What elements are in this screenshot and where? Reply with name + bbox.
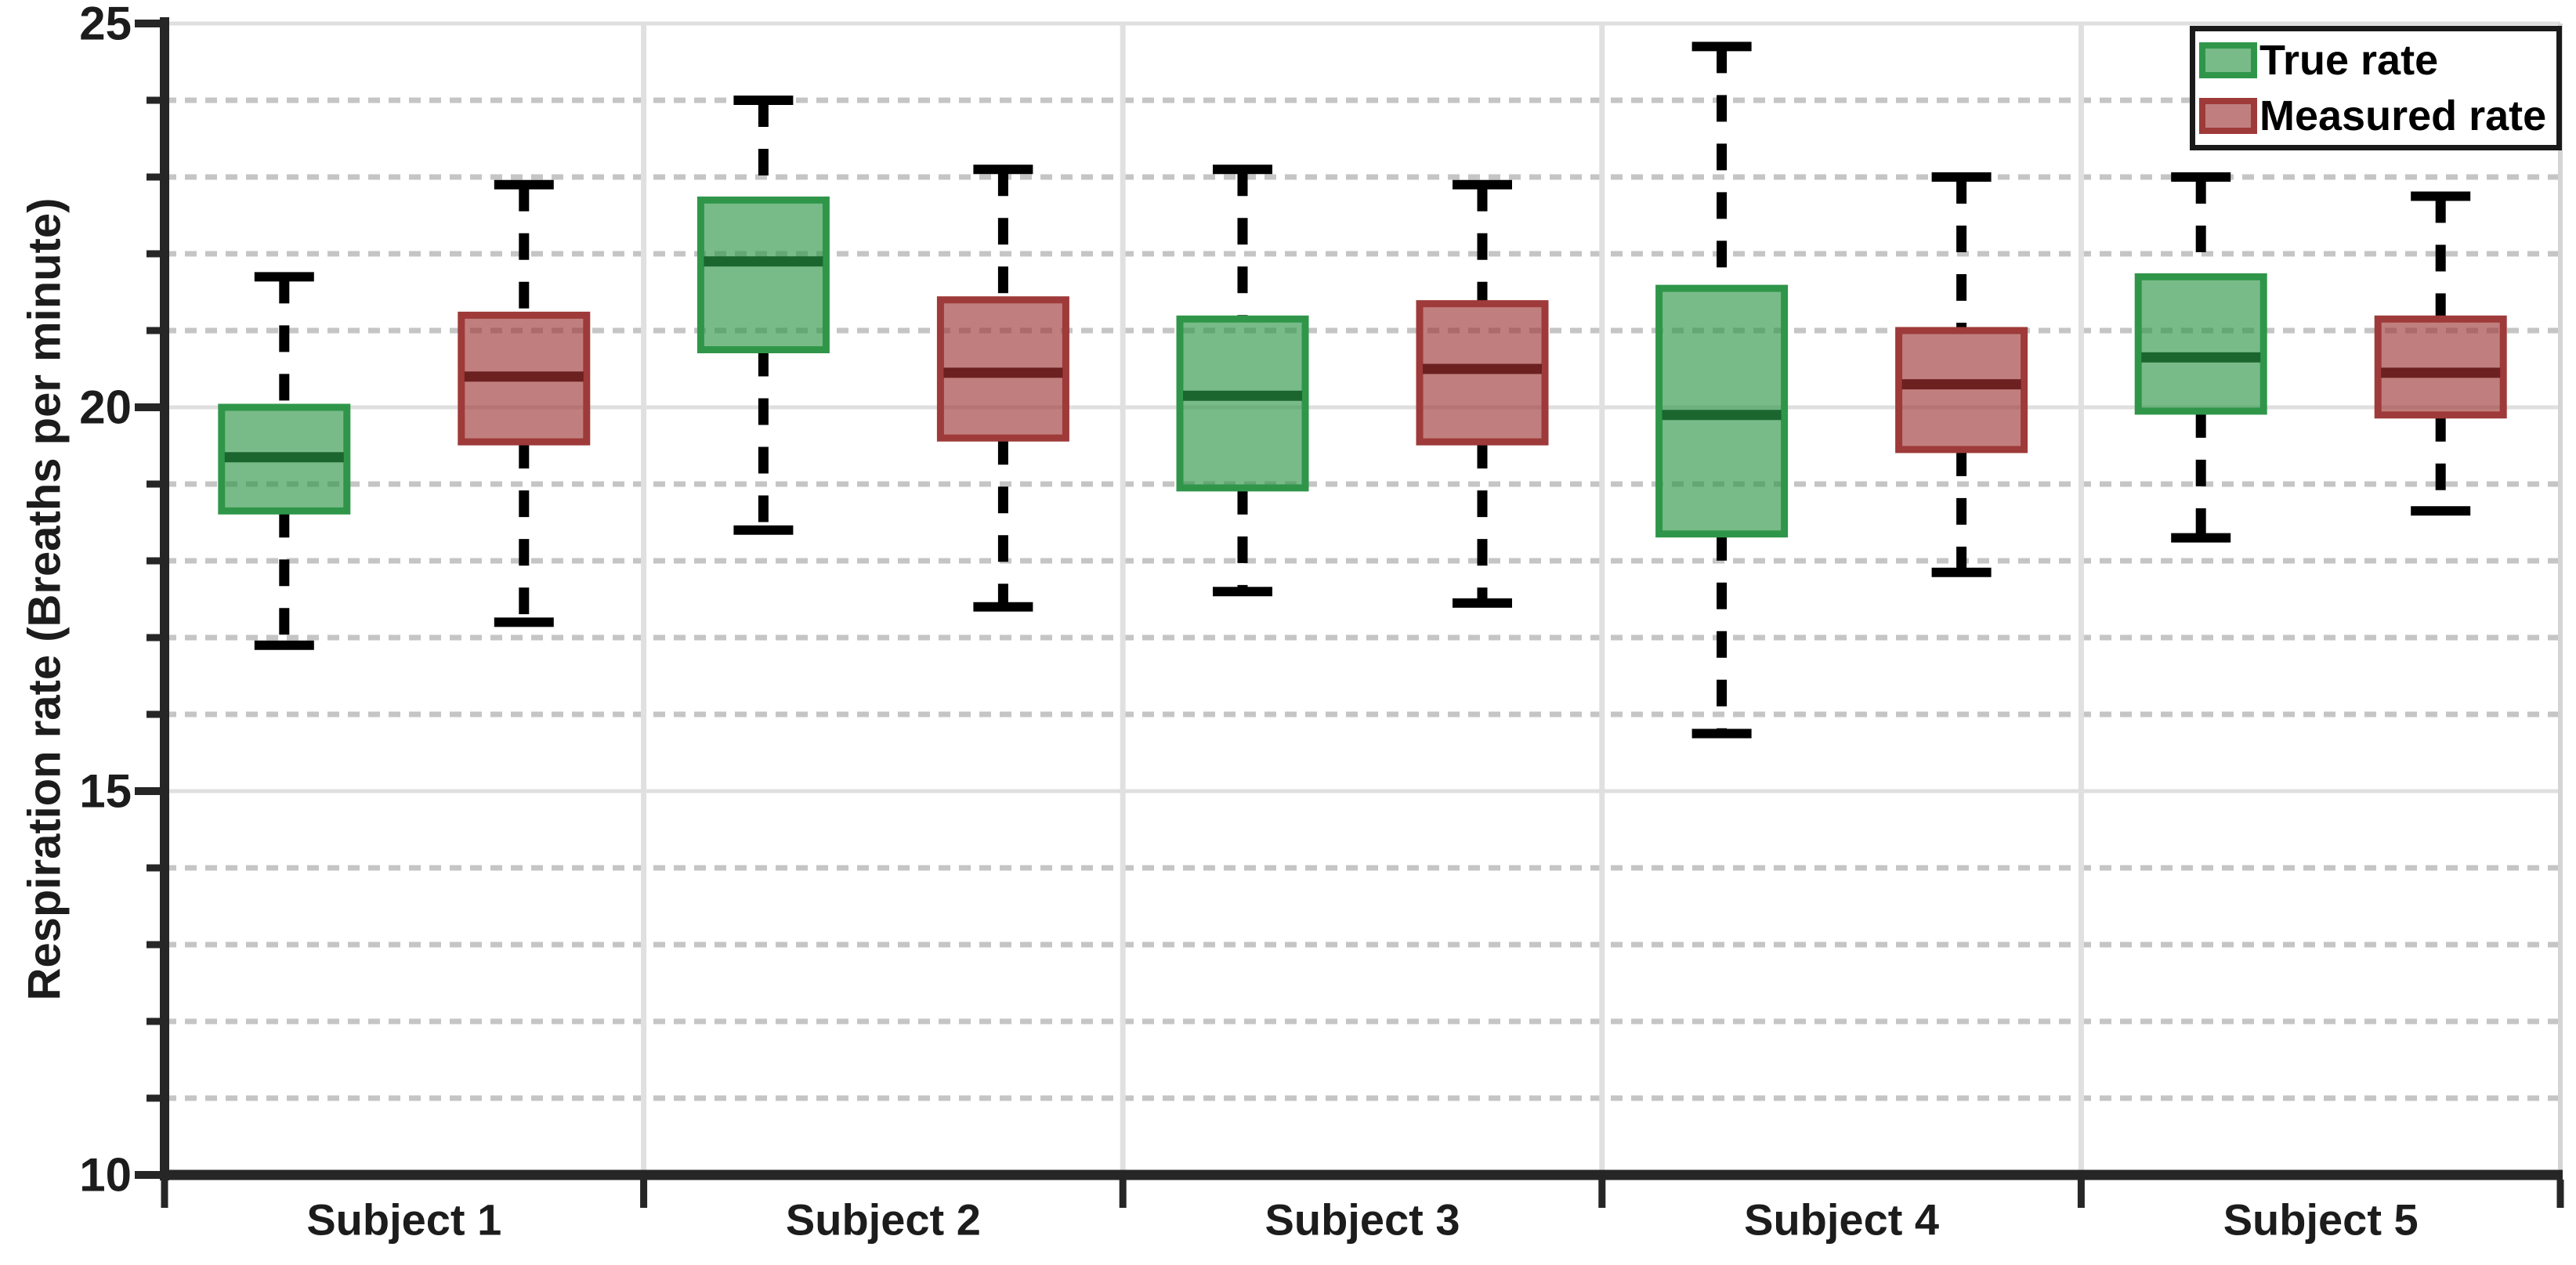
y-tick-label: 20 <box>79 381 132 434</box>
y-tick-label: 25 <box>79 0 132 50</box>
true-rate-swatch-icon <box>2199 42 2257 79</box>
legend-item-measured-rate: Measured rate <box>2199 89 2556 144</box>
box-true-rate-subject-2 <box>696 196 830 353</box>
box-measured-rate-subject-4 <box>1895 327 2028 454</box>
x-axis-label: Subject 4 <box>1744 1195 1939 1245</box>
x-axis-label: Subject 1 <box>306 1195 501 1245</box>
y-axis-label: Respiration rate (Breaths per minute) <box>19 197 71 1001</box>
legend-item-true-rate: True rate <box>2199 33 2556 89</box>
y-tick-label: 15 <box>79 765 132 818</box>
box-true-rate-subject-5 <box>2134 273 2267 415</box>
legend-label-measured-rate: Measured rate <box>2259 92 2547 139</box>
measured-rate-swatch-icon <box>2199 97 2257 134</box>
legend: True rate Measured rate <box>2190 26 2562 150</box>
box-true-rate-subject-3 <box>1176 315 1309 492</box>
x-axis-label: Subject 3 <box>1265 1195 1460 1245</box>
legend-label-true-rate: True rate <box>2259 37 2439 85</box>
x-axis-label: Subject 2 <box>786 1195 981 1245</box>
box-measured-rate-subject-5 <box>2374 315 2507 419</box>
x-axis-label: Subject 5 <box>2223 1195 2419 1245</box>
y-tick-label: 10 <box>79 1149 132 1202</box>
